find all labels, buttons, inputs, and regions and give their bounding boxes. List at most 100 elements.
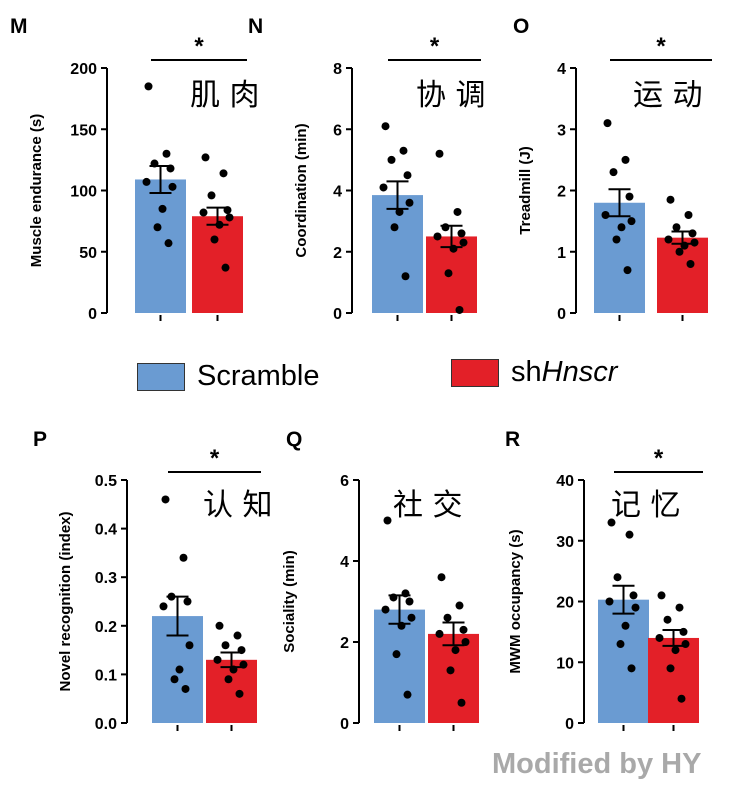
panel-p-data-point — [221, 641, 230, 650]
panel-n-data-point — [395, 207, 404, 216]
panel-m-data-point — [207, 191, 216, 200]
panel-p-y-tick-label: 0.1 — [95, 667, 117, 684]
panel-o-y-tick-label: 0 — [557, 306, 566, 323]
panel-o-data-point — [675, 247, 684, 256]
panel-q-y-tick-label: 4 — [340, 554, 349, 571]
panel-o-data-point — [603, 119, 612, 128]
panel-m-data-point — [223, 206, 232, 215]
panel-n-data-point — [387, 155, 396, 164]
panel-m-data-point — [158, 204, 167, 213]
panel-m-y-tick-label: 0 — [88, 306, 97, 323]
panel-m-data-point — [219, 169, 228, 178]
panel-p-y-tick-label: 0.5 — [95, 473, 117, 490]
panel-m-data-point — [162, 149, 171, 158]
panel-o-letter: O — [513, 15, 529, 38]
panel-n-letter: N — [248, 15, 263, 38]
panel-m-data-point — [221, 263, 230, 272]
panel-p-significance-star: * — [210, 445, 220, 472]
panel-m-bar-scramble — [135, 179, 186, 313]
panel-p-data-point — [175, 665, 184, 674]
panel-p-data-point — [233, 631, 242, 640]
panel-n-y-label: Coordination (min) — [293, 123, 310, 257]
panel-m-bar-shhnscr — [192, 216, 243, 313]
panel-r-data-point — [621, 621, 630, 630]
panel-r-data-point — [629, 591, 638, 600]
panel-m-data-point — [150, 159, 159, 168]
panel-r-data-point — [671, 646, 680, 655]
panel-o-chinese-label: 运 动 — [633, 78, 703, 113]
panel-m-letter: M — [10, 15, 28, 38]
panel-o-data-point — [625, 192, 634, 201]
panel-r-y-tick-label: 20 — [556, 595, 574, 612]
panel-o-y-tick-label: 2 — [557, 184, 566, 201]
panel-n-y-tick-label: 8 — [333, 61, 342, 78]
panel-r-y-tick-label: 10 — [556, 655, 574, 672]
panel-o-y-tick-label: 4 — [557, 61, 566, 78]
panel-n-y-tick-label: 4 — [333, 184, 342, 201]
panel-m-data-point — [164, 239, 173, 248]
panel-q-data-point — [455, 601, 464, 610]
panel-n-data-point — [405, 198, 414, 207]
panel-n-data-point — [379, 183, 388, 192]
panel-n-chinese-label: 协 调 — [416, 78, 486, 113]
panel-m-data-point — [215, 220, 224, 229]
panel-n-data-point — [433, 232, 442, 241]
panel-p-data-point — [239, 660, 248, 669]
panel-p-data-point — [183, 597, 192, 606]
panel-p-y-tick-label: 0.4 — [95, 522, 117, 539]
panel-r-data-point — [666, 664, 675, 673]
panel-r-data-point — [625, 530, 634, 539]
legend-sh-italic: Hnscr — [541, 356, 618, 388]
panel-q-data-point — [403, 690, 412, 699]
panel-q-data-point — [383, 516, 392, 525]
panel-q-data-point — [401, 589, 410, 598]
panel-r-data-point — [677, 694, 686, 703]
panel-m-data-point — [166, 164, 175, 173]
panel-r-data-point — [663, 615, 672, 624]
panel-o-data-point — [680, 241, 689, 250]
panel-p-y-tick-label: 0.2 — [95, 619, 117, 636]
legend-scramble-swatch — [137, 362, 185, 391]
panel-r-y-tick-label: 0 — [565, 716, 574, 733]
panel-o-data-point — [617, 223, 626, 232]
panel-p-data-point — [179, 553, 188, 562]
panel-r-data-point — [607, 518, 616, 527]
panel-o-y-label: Treadmill (J) — [517, 146, 534, 234]
panel-n-data-point — [399, 146, 408, 155]
panel-n-data-point — [449, 244, 458, 253]
panel-n-data-point — [453, 207, 462, 216]
panel-n-y-tick-label: 2 — [333, 245, 342, 262]
panel-r-data-point — [679, 627, 688, 636]
watermark: Modified by HY — [492, 748, 702, 780]
panel-m-data-point — [225, 213, 234, 222]
panel-p-data-point — [235, 689, 244, 698]
panel-r-data-point — [655, 633, 664, 642]
panel-o-data-point — [688, 229, 697, 238]
panel-r-y-label: MWM occupancy (s) — [507, 529, 524, 673]
panel-q-y-label: Sociality (min) — [281, 550, 298, 653]
panel-r-chinese-label: 记 忆 — [611, 488, 681, 523]
panel-q-data-point — [405, 597, 414, 606]
panel-p-data-point — [167, 592, 176, 601]
panel-q-data-point — [457, 698, 466, 707]
panel-o-data-point — [686, 260, 695, 268]
legend-scramble-label: Scramble — [197, 360, 320, 392]
panel-m-data-point — [199, 208, 208, 217]
panel-n-data-point — [459, 238, 468, 247]
panel-q-data-point — [461, 638, 470, 646]
panel-m-y-tick-label: 200 — [70, 61, 97, 78]
panel-o-y-tick-label: 1 — [557, 245, 566, 262]
panel-o-data-point — [627, 217, 636, 226]
panel-p-y-tick-label: 0.0 — [95, 716, 117, 733]
panel-o-bar-scramble — [594, 202, 645, 313]
panel-q-chinese-label: 社 交 — [393, 488, 463, 523]
panel-o-data-point — [623, 266, 632, 275]
panel-p-data-point — [185, 641, 194, 650]
panel-n-y-tick-label: 0 — [333, 306, 342, 323]
panel-r-data-point — [627, 664, 636, 673]
panel-o-significance-star: * — [656, 33, 666, 60]
panel-p-data-point — [213, 655, 222, 664]
panel-o-data-point — [612, 235, 621, 244]
panel-q-data-point — [397, 621, 406, 630]
panel-r-data-point — [681, 640, 690, 649]
